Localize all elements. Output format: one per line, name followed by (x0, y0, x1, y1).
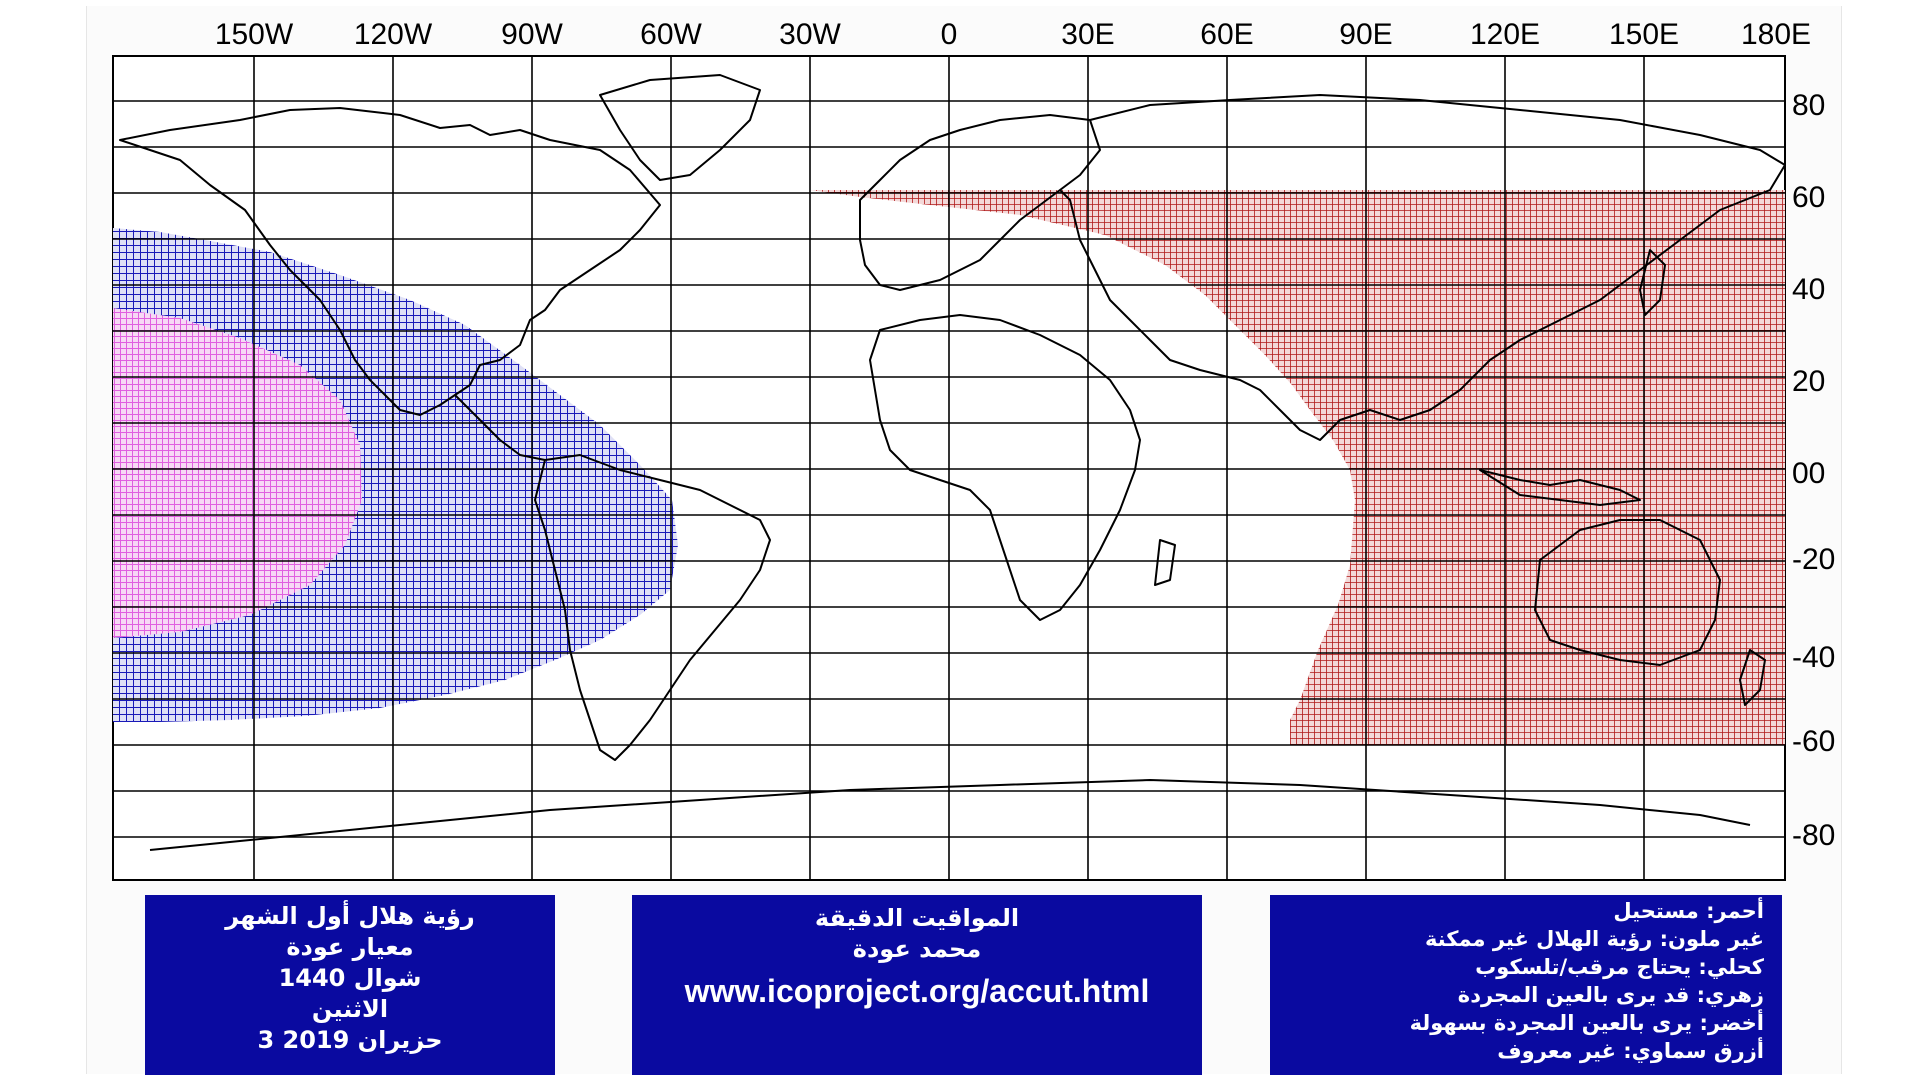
latitude-labels: 80 60 40 20 00 -20 -40 -60 -80 (1792, 89, 1835, 852)
lat-label: 20 (1792, 365, 1825, 398)
lat-label: 00 (1792, 457, 1825, 490)
lon-label: 0 (941, 18, 958, 51)
lon-label: 150E (1609, 18, 1679, 51)
date-line: 3 حزيران 2019 (257, 1026, 443, 1054)
credit-heading: المواقيت الدقيقة (814, 904, 1020, 932)
naked-eye-zone (113, 308, 362, 638)
lon-label: 120W (354, 18, 433, 51)
title-line: رؤية هلال أول الشهر (225, 902, 475, 930)
lon-label: 120E (1470, 18, 1540, 51)
lon-label: 30E (1061, 18, 1114, 51)
graticule (113, 56, 1785, 880)
lon-label: 60W (640, 18, 702, 51)
lat-label: 80 (1792, 89, 1825, 122)
lon-label: 90W (501, 18, 563, 51)
lat-label: -40 (1792, 641, 1835, 674)
weekday-line: الاثنين (311, 995, 389, 1023)
month-line: شوال 1440 (278, 964, 422, 992)
lon-label: 90E (1339, 18, 1392, 51)
criterion-line: معيار عودة (286, 933, 414, 961)
lon-label: 150W (215, 18, 294, 51)
legend-item: غير ملون: رؤية الهلال غير ممكنة (1424, 927, 1764, 951)
lat-label: -60 (1792, 725, 1835, 758)
legend-item: كحلي: يحتاج مرقب/تلسكوب (1475, 955, 1764, 979)
legend-item: أحمر: مستحيل (1613, 899, 1764, 923)
lon-label: 30W (779, 18, 841, 51)
credit-author: محمد عودة (852, 935, 982, 963)
lat-label: -20 (1792, 543, 1835, 576)
lat-label: -80 (1792, 819, 1835, 852)
credit-panel: المواقيت الدقيقة محمد عودة www.icoprojec… (632, 895, 1202, 1075)
credit-url: www.icoproject.org/accut.html (684, 973, 1150, 1009)
lon-label: 180E (1741, 18, 1811, 51)
legend-item: أزرق سماوي: غير معروف (1497, 1039, 1764, 1063)
legend-item: زهري: قد يرى بالعين المجردة (1457, 983, 1764, 1007)
title-panel: رؤية هلال أول الشهر معيار عودة شوال 1440… (145, 895, 555, 1075)
legend-panel: أحمر: مستحيل غير ملون: رؤية الهلال غير م… (1270, 895, 1782, 1075)
lat-label: 40 (1792, 273, 1825, 306)
legend-item: أخضر: يرى بالعين المجردة بسهولة (1409, 1011, 1764, 1035)
longitude-labels: 150W 120W 90W 60W 30W 0 30E 60E 90E 120E… (215, 18, 1811, 51)
lat-label: 60 (1792, 181, 1825, 214)
lon-label: 60E (1200, 18, 1253, 51)
